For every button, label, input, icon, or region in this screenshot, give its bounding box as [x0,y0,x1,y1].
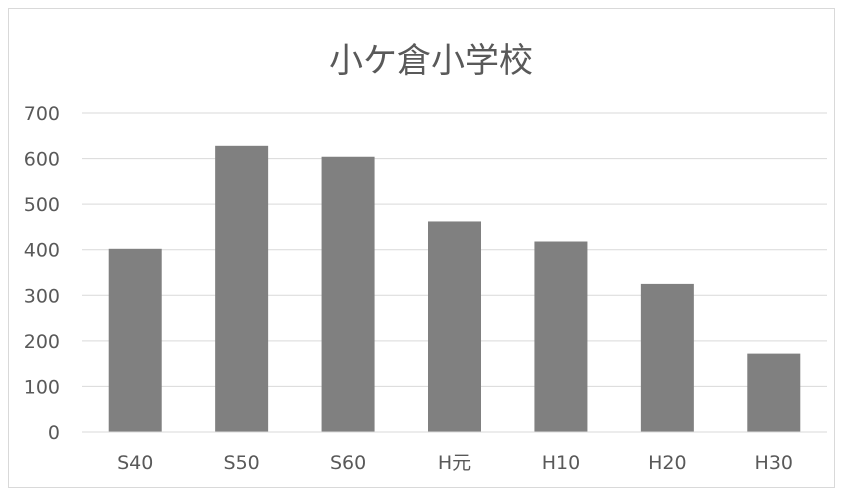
x-tick-label: S40 [117,452,153,474]
x-tick-label: H30 [755,452,793,474]
x-tick-label: S60 [330,452,366,474]
x-tick-label: H元 [438,452,471,474]
bar-H30 [747,353,801,432]
y-tick-label: 400 [24,240,60,262]
chart-title: 小ケ倉小学校 [329,41,533,81]
y-tick-label: 100 [24,376,60,398]
y-axis-ticks: 0 100 200 300 400 500 600 700 [24,103,60,444]
y-tick-label: 600 [24,149,60,171]
y-tick-label: 500 [24,194,60,216]
x-axis-ticks: S40 S50 S60 H元 H10 H20 H30 [117,452,793,474]
x-tick-label: H10 [542,452,580,474]
bar-H20 [640,283,694,432]
y-tick-label: 700 [24,103,60,125]
bars [108,145,801,432]
y-tick-label: 200 [24,331,60,353]
bar-H元 [428,221,481,432]
x-tick-label: H20 [648,452,686,474]
x-tick-label: S50 [224,452,260,474]
y-tick-label: 300 [24,285,60,307]
bar-S60 [321,156,375,432]
bar-S50 [215,145,269,432]
gridlines [82,112,827,387]
y-tick-label: 0 [48,422,60,444]
bar-H10 [534,241,588,432]
bar-S40 [108,248,162,432]
